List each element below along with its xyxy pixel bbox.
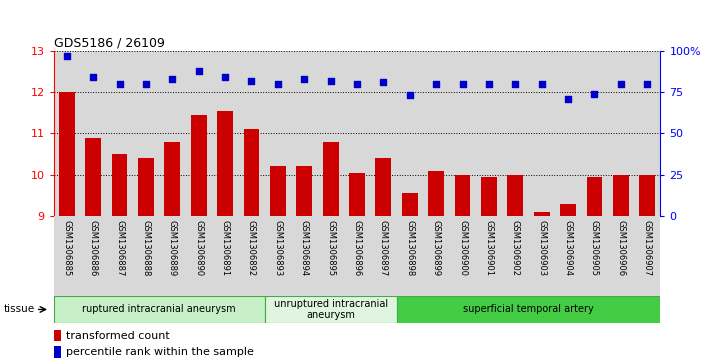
Bar xyxy=(54,346,61,358)
Point xyxy=(193,68,204,74)
Point xyxy=(404,93,416,98)
Text: GSM1306903: GSM1306903 xyxy=(537,220,546,276)
Bar xyxy=(138,158,154,216)
Point xyxy=(351,81,363,87)
Bar xyxy=(481,177,497,216)
Text: GSM1306899: GSM1306899 xyxy=(432,220,441,276)
Bar xyxy=(59,92,75,216)
Bar xyxy=(296,166,312,216)
Bar xyxy=(243,129,259,216)
Text: GSM1306888: GSM1306888 xyxy=(141,220,151,276)
Text: GSM1306895: GSM1306895 xyxy=(326,220,335,276)
Point xyxy=(431,81,442,87)
Text: unruptured intracranial
aneurysm: unruptured intracranial aneurysm xyxy=(273,299,388,320)
Point xyxy=(642,81,653,87)
Point xyxy=(325,78,336,83)
Bar xyxy=(396,296,660,323)
Text: GSM1306889: GSM1306889 xyxy=(168,220,177,276)
Text: GSM1306900: GSM1306900 xyxy=(458,220,467,276)
Bar xyxy=(613,175,629,216)
Point xyxy=(536,81,548,87)
Bar xyxy=(508,175,523,216)
Text: GDS5186 / 26109: GDS5186 / 26109 xyxy=(54,37,164,50)
Point xyxy=(298,76,310,82)
Point xyxy=(246,78,257,83)
Text: GSM1306907: GSM1306907 xyxy=(643,220,652,276)
Point xyxy=(510,81,521,87)
Point xyxy=(166,76,178,82)
Text: percentile rank within the sample: percentile rank within the sample xyxy=(66,347,253,357)
Point xyxy=(87,74,99,80)
Point xyxy=(272,81,283,87)
Bar xyxy=(85,138,101,216)
Text: GSM1306901: GSM1306901 xyxy=(484,220,493,276)
Bar xyxy=(164,142,180,216)
Text: GSM1306902: GSM1306902 xyxy=(511,220,520,276)
Bar xyxy=(402,193,418,216)
Text: GSM1306896: GSM1306896 xyxy=(353,220,361,276)
Text: GSM1306897: GSM1306897 xyxy=(379,220,388,276)
Bar xyxy=(270,166,286,216)
Text: ruptured intracranial aneurysm: ruptured intracranial aneurysm xyxy=(82,305,236,314)
Text: GSM1306891: GSM1306891 xyxy=(221,220,230,276)
Point xyxy=(483,81,495,87)
Point xyxy=(563,96,574,102)
Bar xyxy=(376,158,391,216)
Bar xyxy=(349,173,365,216)
Bar xyxy=(428,171,444,216)
Point xyxy=(615,81,627,87)
Bar xyxy=(455,175,471,216)
Point xyxy=(61,53,72,59)
Text: GSM1306886: GSM1306886 xyxy=(89,220,98,276)
Point xyxy=(219,74,231,80)
Point xyxy=(140,81,151,87)
Point xyxy=(457,81,468,87)
Text: GSM1306894: GSM1306894 xyxy=(300,220,308,276)
Bar xyxy=(54,296,265,323)
Text: GSM1306892: GSM1306892 xyxy=(247,220,256,276)
Bar xyxy=(587,177,603,216)
Bar xyxy=(111,154,127,216)
Text: GSM1306898: GSM1306898 xyxy=(406,220,414,276)
Bar xyxy=(265,296,396,323)
Bar xyxy=(191,115,206,216)
Point xyxy=(378,79,389,85)
Bar xyxy=(639,175,655,216)
Point xyxy=(114,81,125,87)
Bar xyxy=(534,212,550,216)
Bar xyxy=(560,204,576,216)
Text: GSM1306885: GSM1306885 xyxy=(62,220,71,276)
Bar xyxy=(217,111,233,216)
Text: transformed count: transformed count xyxy=(66,331,169,341)
Text: GSM1306890: GSM1306890 xyxy=(194,220,203,276)
Text: GSM1306887: GSM1306887 xyxy=(115,220,124,276)
Text: superficial temporal artery: superficial temporal artery xyxy=(463,305,594,314)
Text: GSM1306905: GSM1306905 xyxy=(590,220,599,276)
Bar xyxy=(323,142,338,216)
Text: GSM1306904: GSM1306904 xyxy=(563,220,573,276)
Bar xyxy=(54,330,61,341)
Text: GSM1306906: GSM1306906 xyxy=(616,220,625,276)
Point xyxy=(589,91,600,97)
Text: GSM1306893: GSM1306893 xyxy=(273,220,282,276)
Text: tissue: tissue xyxy=(4,305,35,314)
